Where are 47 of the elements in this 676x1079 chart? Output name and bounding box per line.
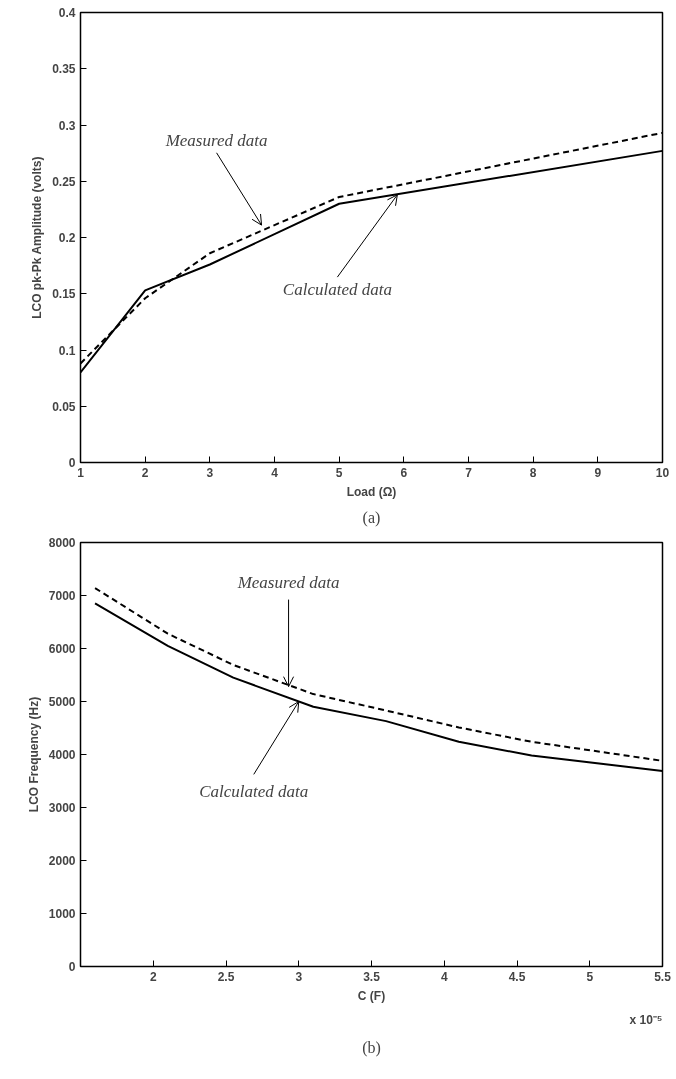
y-tick-label: 2000 (48, 854, 76, 868)
y-tick-label: 0.25 (52, 174, 76, 189)
text: (b) (362, 1038, 381, 1057)
x-tick-label: 10 (655, 465, 670, 480)
y-tick-label: 4000 (48, 748, 76, 762)
x-tick-label: 6 (400, 465, 408, 480)
x-tick-label: 7 (465, 465, 473, 480)
text: (a) (362, 508, 381, 527)
annotation: Measured data (164, 131, 268, 151)
annotation: Calculated data (282, 279, 392, 299)
y-tick-label: 5000 (48, 695, 76, 709)
x-tick-label: 5 (335, 465, 343, 480)
y-tick-label: 0.35 (52, 62, 76, 77)
text: x 10⁻⁵ (629, 1012, 663, 1027)
annotation: Calculated data (199, 781, 309, 801)
x-tick-label: 4 (271, 465, 279, 480)
y-tick-label: 8000 (48, 536, 76, 550)
x-tick-label: 1 (77, 465, 85, 480)
x-tick-label: 3 (295, 969, 303, 984)
y-tick-label: 7000 (48, 589, 76, 603)
y-tick-label: 6000 (48, 642, 76, 656)
x-tick-label: 3 (206, 465, 214, 480)
y-tick-label: 3000 (48, 801, 76, 815)
y-axis-title: LCO pk-Pk Amplitude (volts) (30, 156, 45, 319)
y-tick-label: 0.3 (58, 118, 76, 133)
y-tick-label: 0.2 (58, 231, 76, 245)
y-tick-label: 0.05 (52, 399, 76, 414)
x-tick-label: 3.5 (363, 969, 381, 984)
x-tick-label: 2 (149, 969, 157, 984)
x-axis-title: C (F) (357, 988, 386, 1003)
x-tick-label: 8 (529, 465, 537, 480)
y-axis-title: LCO Frequency (Hz) (26, 696, 41, 813)
x-axis-title: Load (Ω) (346, 484, 397, 499)
y-tick-label: 0.4 (58, 6, 76, 20)
annotation: Measured data (236, 572, 340, 592)
y-tick-label: 0.1 (58, 343, 76, 358)
x-tick-label: 4.5 (508, 969, 526, 984)
y-tick-label: 0 (68, 960, 76, 974)
x-tick-label: 4 (440, 969, 448, 984)
x-tick-label: 5 (586, 969, 594, 984)
x-tick-label: 5.5 (654, 969, 672, 984)
y-tick-label: 0 (68, 456, 76, 470)
x-tick-label: 2 (141, 465, 149, 480)
x-tick-label: 2.5 (217, 969, 235, 984)
y-tick-label: 1000 (48, 907, 76, 921)
y-tick-label: 0.15 (52, 287, 76, 302)
x-tick-label: 9 (594, 465, 602, 480)
